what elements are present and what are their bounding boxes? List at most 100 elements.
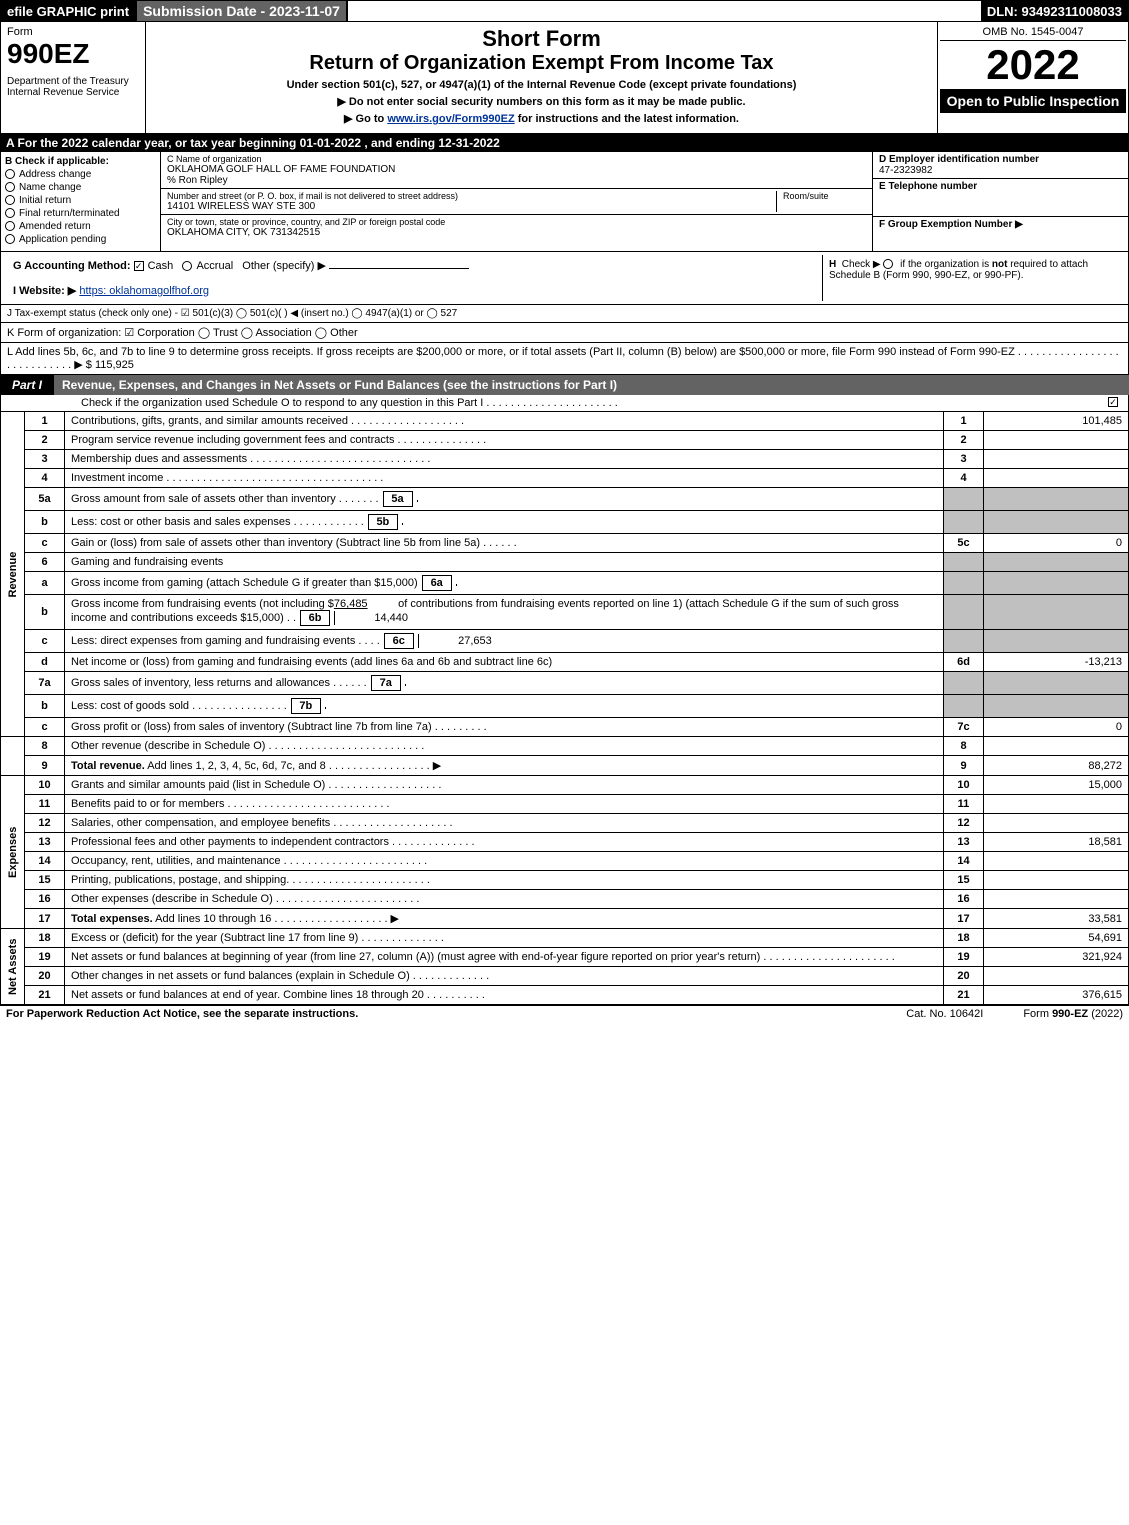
line-5c: cGain or (loss) from sale of assets othe… [1, 534, 1129, 553]
topbar-spacer [348, 1, 981, 21]
line-3: 3Membership dues and assessments . . . .… [1, 450, 1129, 469]
form-number: 990EZ [7, 38, 139, 70]
submission-date: Submission Date - 2023-11-07 [135, 1, 348, 21]
line-20: 20Other changes in net assets or fund ba… [1, 967, 1129, 986]
line-21: 21Net assets or fund balances at end of … [1, 986, 1129, 1005]
line-18: Net Assets 18Excess or (deficit) for the… [1, 929, 1129, 948]
line-16: 16Other expenses (describe in Schedule O… [1, 890, 1129, 909]
line-5a: 5aGross amount from sale of assets other… [1, 488, 1129, 511]
label-street: Number and street (or P. O. box, if mail… [167, 191, 776, 201]
cb-pending[interactable]: Application pending [5, 234, 156, 245]
cb-initial-return[interactable]: Initial return [5, 195, 156, 206]
label-phone: E Telephone number [879, 181, 977, 192]
line-6d: dNet income or (loss) from gaming and fu… [1, 653, 1129, 672]
cb-address-change[interactable]: Address change [5, 169, 156, 180]
row-h: H Check ▶ if the organization is not req… [822, 255, 1122, 301]
short-form-title: Short Form [150, 26, 933, 52]
cb-schedule-o[interactable] [1108, 397, 1118, 407]
org-name: OKLAHOMA GOLF HALL OF FAME FOUNDATION [167, 164, 866, 175]
vert-expenses: Expenses [1, 776, 25, 929]
label-city: City or town, state or province, country… [167, 217, 866, 227]
line-5b: bLess: cost or other basis and sales exp… [1, 511, 1129, 534]
cb-sched-b[interactable] [883, 259, 893, 269]
org-name-row: C Name of organization OKLAHOMA GOLF HAL… [161, 152, 872, 189]
other-specify-input[interactable] [329, 268, 469, 269]
section-f: F Group Exemption Number ▶ [873, 217, 1128, 232]
row-g: G Accounting Method: Cash Accrual Other … [7, 255, 822, 301]
part1-table: Revenue 1 Contributions, gifts, grants, … [0, 412, 1129, 1005]
line-14: 14Occupancy, rent, utilities, and mainte… [1, 852, 1129, 871]
section-b-checkboxes: B Check if applicable: Address change Na… [1, 152, 161, 251]
part1-title: Revenue, Expenses, and Changes in Net As… [54, 375, 1129, 395]
row-l-text: L Add lines 5b, 6c, and 7b to line 9 to … [7, 346, 1119, 371]
page-footer: For Paperwork Reduction Act Notice, see … [0, 1005, 1129, 1022]
cb-accrual[interactable] [182, 261, 192, 271]
line-12: 12Salaries, other compensation, and empl… [1, 814, 1129, 833]
line-10: Expenses 10Grants and similar amounts pa… [1, 776, 1129, 795]
accounting-label: G Accounting Method: [13, 260, 131, 272]
section-b-title: B Check if applicable: [5, 156, 109, 167]
line-6a: aGross income from gaming (attach Schedu… [1, 572, 1129, 595]
street-row: Number and street (or P. O. box, if mail… [161, 189, 872, 215]
line-2: 2Program service revenue including gover… [1, 431, 1129, 450]
line-7a: 7aGross sales of inventory, less returns… [1, 672, 1129, 695]
section-c-org: C Name of organization OKLAHOMA GOLF HAL… [161, 152, 873, 251]
section-d: D Employer identification number 47-2323… [873, 152, 1128, 179]
line-6b: bGross income from fundraising events (n… [1, 595, 1129, 630]
row-l-amount: 115,925 [95, 359, 134, 371]
row-k: K Form of organization: ☑ Corporation ◯ … [0, 323, 1129, 343]
label-group: F Group Exemption Number ▶ [879, 219, 1023, 230]
row-l: L Add lines 5b, 6c, and 7b to line 9 to … [0, 343, 1129, 375]
website-link[interactable]: https: oklahomagolfhof.org [79, 285, 209, 297]
label-org-name: C Name of organization [167, 154, 866, 164]
top-bar: efile GRAPHIC print Submission Date - 20… [0, 0, 1129, 22]
part1-header: Part I Revenue, Expenses, and Changes in… [0, 375, 1129, 395]
city-row: City or town, state or province, country… [161, 215, 872, 240]
line-11: 11Benefits paid to or for members . . . … [1, 795, 1129, 814]
line-17: 17Total expenses. Add lines 10 through 1… [1, 909, 1129, 929]
part1-sub-text: Check if the organization used Schedule … [81, 397, 618, 409]
row-a-calendar: A For the 2022 calendar year, or tax yea… [0, 134, 1129, 152]
row-j: J Tax-exempt status (check only one) - ☑… [0, 305, 1129, 323]
row-h-text: H Check ▶ if the organization is not req… [829, 259, 1088, 281]
section-def: D Employer identification number 47-2323… [873, 152, 1128, 251]
fundraising-amount: 76,485 [334, 598, 368, 610]
care-of: % Ron Ripley [167, 175, 866, 186]
footer-right: Form 990-EZ (2022) [1023, 1008, 1123, 1020]
line-6: 6Gaming and fundraising events [1, 553, 1129, 572]
line-13: 13Professional fees and other payments t… [1, 833, 1129, 852]
vert-revenue: Revenue [1, 412, 25, 737]
header-mid: Short Form Return of Organization Exempt… [146, 22, 938, 133]
cb-cash[interactable] [134, 261, 144, 271]
cb-name-change[interactable]: Name change [5, 182, 156, 193]
label-ein: D Employer identification number [879, 154, 1039, 165]
form-word: Form [7, 26, 139, 38]
row-gh: G Accounting Method: Cash Accrual Other … [0, 252, 1129, 305]
line-8: 8Other revenue (describe in Schedule O) … [1, 737, 1129, 756]
dept-label: Department of the Treasury Internal Reve… [7, 76, 139, 98]
line-19: 19Net assets or fund balances at beginni… [1, 948, 1129, 967]
vert-netassets: Net Assets [1, 929, 25, 1005]
line-7b: bLess: cost of goods sold . . . . . . . … [1, 695, 1129, 718]
form-header: Form 990EZ Department of the Treasury In… [0, 22, 1129, 134]
street: 14101 WIRELESS WAY STE 300 [167, 201, 776, 212]
line-4: 4Investment income . . . . . . . . . . .… [1, 469, 1129, 488]
irs-link[interactable]: www.irs.gov/Form990EZ [387, 113, 514, 125]
line-15: 15Printing, publications, postage, and s… [1, 871, 1129, 890]
part1-sub: Check if the organization used Schedule … [0, 395, 1129, 412]
website-label: I Website: ▶ [13, 285, 76, 297]
line-7c: cGross profit or (loss) from sales of in… [1, 718, 1129, 737]
line-1: Revenue 1 Contributions, gifts, grants, … [1, 412, 1129, 431]
main-title: Return of Organization Exempt From Incom… [150, 52, 933, 75]
cb-amended[interactable]: Amended return [5, 221, 156, 232]
section-identification: B Check if applicable: Address change Na… [0, 152, 1129, 252]
omb-number: OMB No. 1545-0047 [940, 24, 1126, 41]
efile-label[interactable]: efile GRAPHIC print [1, 1, 135, 21]
footer-left: For Paperwork Reduction Act Notice, see … [6, 1008, 358, 1020]
line-6c: cLess: direct expenses from gaming and f… [1, 630, 1129, 653]
cb-final-return[interactable]: Final return/terminated [5, 208, 156, 219]
warning-2: ▶ Go to www.irs.gov/Form990EZ for instru… [150, 112, 933, 125]
header-left: Form 990EZ Department of the Treasury In… [1, 22, 146, 133]
header-right: OMB No. 1545-0047 2022 Open to Public In… [938, 22, 1128, 133]
room-suite: Room/suite [776, 191, 866, 212]
